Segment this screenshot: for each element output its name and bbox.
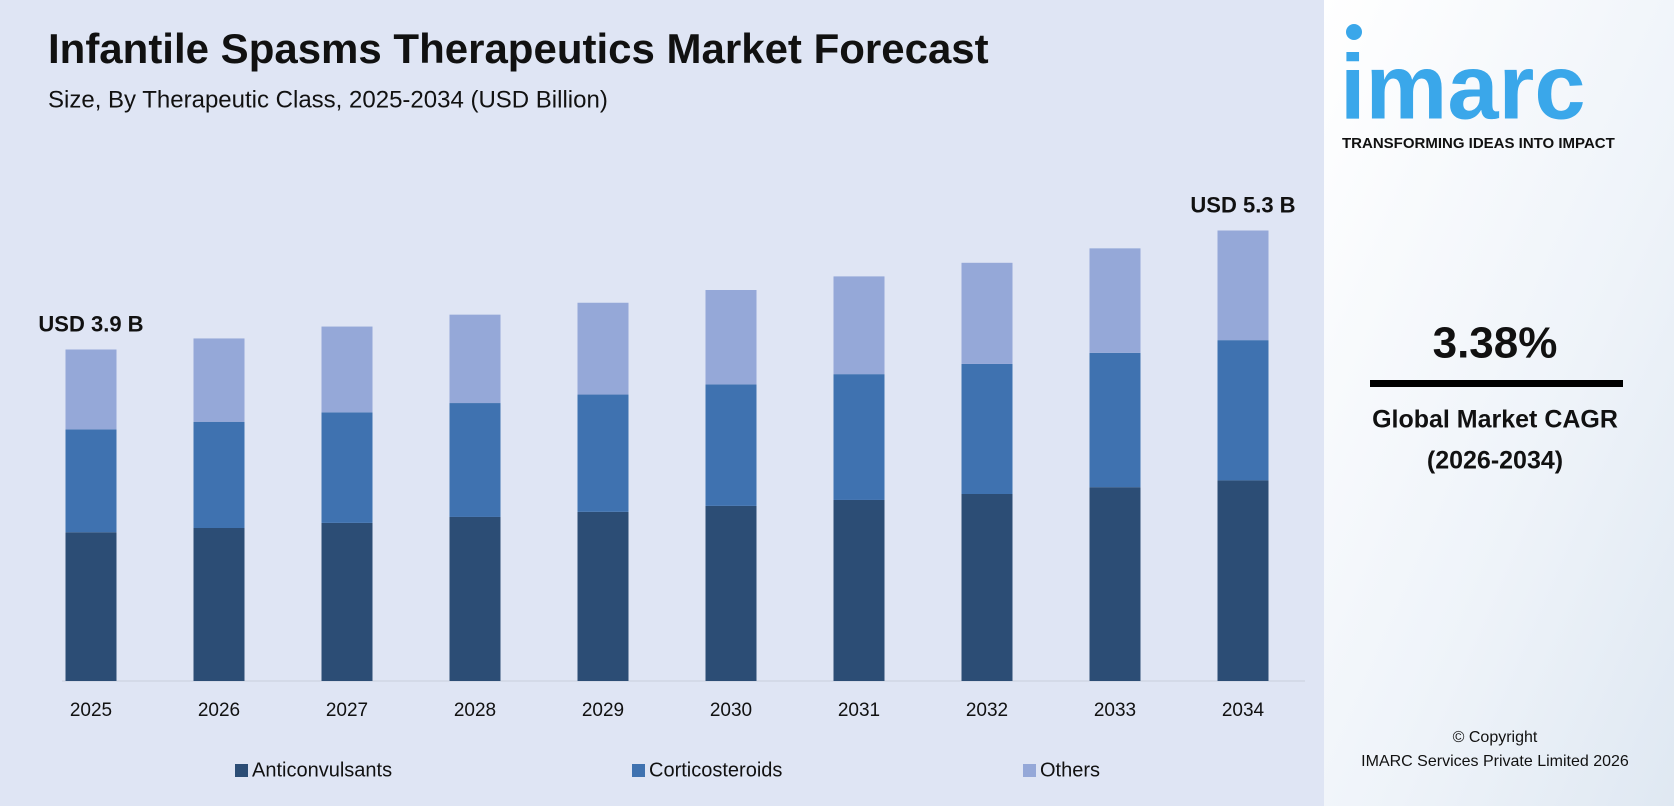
bar-segment xyxy=(321,522,373,681)
x-tick-label: 2026 xyxy=(198,700,240,721)
legend-swatch xyxy=(1023,764,1036,777)
chart-title: Infantile Spasms Therapeutics Market For… xyxy=(48,25,989,72)
cagr-value: 3.38% xyxy=(1433,319,1558,368)
bar-segment xyxy=(1089,248,1141,353)
bar-segment xyxy=(833,499,885,681)
tagline: TRANSFORMING IDEAS INTO IMPACT xyxy=(1342,135,1615,152)
bar-segment xyxy=(449,314,501,404)
total-label: USD 5.3 B xyxy=(1190,192,1295,217)
legend-swatch xyxy=(632,764,645,777)
bar-segment xyxy=(193,338,245,422)
legend-label: Anticonvulsants xyxy=(252,759,392,781)
cagr-rule xyxy=(1370,380,1623,387)
x-tick-label: 2034 xyxy=(1222,700,1265,721)
bar-segment xyxy=(321,326,373,413)
bar-segment xyxy=(833,374,885,500)
bar-segment xyxy=(961,262,1013,364)
bar-segment xyxy=(1089,352,1141,488)
legend-swatch xyxy=(235,764,248,777)
bar-segment xyxy=(577,302,629,395)
bar-segment xyxy=(833,276,885,375)
copyright: © Copyright xyxy=(1453,729,1538,746)
legend-label: Corticosteroids xyxy=(649,759,782,781)
bar-segment xyxy=(577,511,629,681)
x-tick-label: 2029 xyxy=(582,700,624,721)
bar-segment xyxy=(1089,487,1141,681)
bar-segment xyxy=(577,394,629,512)
legend-label: Others xyxy=(1040,759,1100,781)
logo-dot xyxy=(1346,24,1362,40)
bar-segment xyxy=(961,494,1013,681)
bar-segment xyxy=(961,363,1013,494)
x-tick-label: 2030 xyxy=(710,700,752,721)
cagr-period: (2026-2034) xyxy=(1427,447,1563,475)
x-tick-label: 2031 xyxy=(838,700,880,721)
bar-segment xyxy=(65,349,117,430)
bar-segment xyxy=(1217,480,1269,681)
copyright-owner: IMARC Services Private Limited 2026 xyxy=(1361,753,1629,770)
x-tick-label: 2027 xyxy=(326,700,368,721)
x-tick-label: 2033 xyxy=(1094,700,1136,721)
bar-segment xyxy=(65,532,117,681)
chart-subtitle: Size, By Therapeutic Class, 2025-2034 (U… xyxy=(48,86,608,113)
side-panel xyxy=(1324,0,1674,806)
bar-segment xyxy=(449,403,501,517)
bar-segment xyxy=(705,290,757,385)
bar-segment xyxy=(705,384,757,506)
bar-segment xyxy=(1217,340,1269,481)
bar-segment xyxy=(321,412,373,523)
x-tick-label: 2025 xyxy=(70,700,112,721)
total-label: USD 3.9 B xyxy=(38,311,143,336)
bar-segment xyxy=(193,528,245,681)
x-tick-label: 2028 xyxy=(454,700,496,721)
cagr-label: Global Market CAGR xyxy=(1372,406,1618,434)
bar-segment xyxy=(705,505,757,681)
bar-segment xyxy=(449,516,501,681)
x-tick-label: 2032 xyxy=(966,700,1008,721)
bar-segment xyxy=(1217,230,1269,341)
bar-segment xyxy=(193,421,245,528)
logo: imarc xyxy=(1340,36,1586,138)
bar-segment xyxy=(65,429,117,533)
